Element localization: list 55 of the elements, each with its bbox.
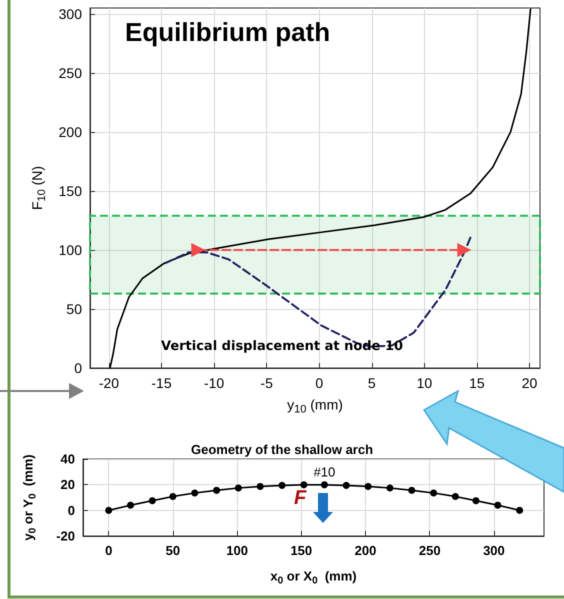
point (127, 502, 134, 509)
y-tick-label: 50 (66, 300, 82, 317)
y-tick-label: 0 (68, 502, 75, 518)
x-tick-label: 20 (522, 375, 538, 391)
x-tick-label: -15 (151, 375, 172, 391)
line-series (109, 8, 532, 369)
y-tick-label: 0 (74, 360, 82, 376)
x-tick-label: 250 (418, 543, 441, 558)
y-axis-title: y0 or Y0 (mm) (20, 454, 38, 541)
point (472, 497, 480, 504)
annotation: Vertical displacement at node 10 (160, 339, 404, 354)
point (364, 482, 372, 490)
x-tick-label: 0 (105, 543, 112, 558)
chart-title: Equilibrium path (125, 17, 330, 47)
y-tick-label: 250 (58, 64, 82, 81)
y-tick-label: 100 (58, 242, 82, 258)
y-tick-label: -20 (56, 528, 75, 544)
x-tick-label: -20 (98, 375, 120, 391)
point (494, 502, 502, 509)
point (516, 506, 524, 514)
point (148, 497, 156, 504)
x-tick-label: 0 (315, 375, 324, 391)
point (300, 481, 308, 488)
point (191, 490, 198, 497)
chart-title: Geometry of the shallow arch (190, 442, 374, 457)
x-tick-label: 50 (166, 543, 180, 558)
x-tick-label: 15 (469, 375, 485, 391)
y-tick-label: 40 (60, 452, 75, 466)
point (452, 492, 459, 500)
point (256, 482, 264, 490)
point (430, 490, 438, 497)
y-axis-title: F10 (N) (29, 166, 48, 210)
x-tick-label: 300 (483, 543, 505, 558)
x-tick-label: 5 (368, 375, 376, 391)
x-tick-label: 10 (416, 375, 432, 391)
annotation: #10 (314, 464, 336, 480)
y-tick-label: 20 (60, 477, 75, 492)
annotation: F (294, 487, 307, 509)
point (278, 482, 286, 489)
point (320, 481, 328, 488)
y-tick-label: 150 (58, 182, 82, 199)
point (234, 484, 242, 492)
point (213, 486, 220, 494)
point (386, 484, 394, 492)
y-tick-label: 300 (58, 6, 82, 22)
x-tick-label: 150 (290, 543, 312, 558)
point (342, 482, 350, 489)
point (408, 486, 416, 494)
x-tick-label: 100 (226, 543, 248, 558)
x-tick-label: -5 (260, 375, 274, 391)
y-tick-label: 200 (58, 124, 82, 140)
point (105, 506, 112, 514)
x-tick-label: 200 (354, 543, 376, 558)
point (169, 492, 176, 500)
x-tick-label: -10 (204, 375, 224, 391)
